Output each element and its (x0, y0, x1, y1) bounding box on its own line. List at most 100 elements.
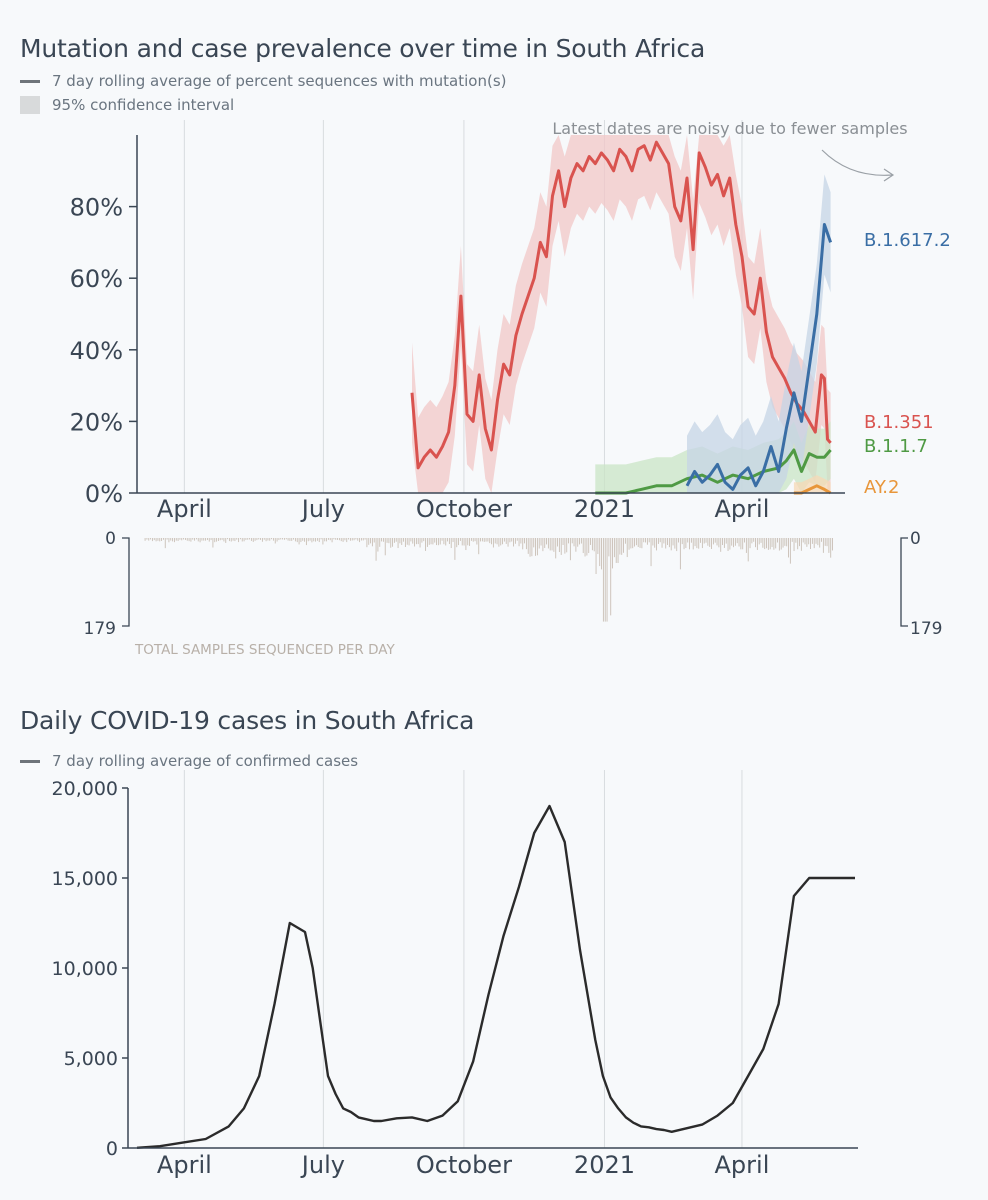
samples-bar (810, 538, 811, 550)
samples-bar (232, 538, 234, 541)
samples-bar (791, 538, 793, 542)
samples-bar (626, 538, 628, 558)
samples-bar (454, 538, 456, 560)
samples-bar (634, 538, 636, 547)
samples-bar (806, 538, 808, 547)
samples-bar (778, 538, 780, 551)
samples-bar (239, 538, 241, 540)
samples-bar (665, 538, 667, 549)
samples-bar (483, 538, 485, 542)
samples-bar (652, 538, 654, 546)
chart2-y-tick-label: 10,000 (52, 958, 118, 980)
samples-bar (580, 538, 582, 544)
samples-bar (346, 538, 348, 543)
samples-bar (822, 538, 824, 553)
samples-bar (564, 538, 566, 554)
samples-bar (756, 538, 758, 550)
samples-bar (181, 538, 183, 541)
samples-bar (773, 538, 775, 550)
chart1-y-tick-label: 0% (85, 480, 123, 508)
samples-bar (711, 538, 712, 549)
samples-bar (738, 538, 740, 547)
samples-bar (602, 538, 604, 622)
chart2-axes: April July October 2021 April 0 5,000 10,000 15,… (52, 778, 858, 1179)
samples-bar (212, 538, 214, 548)
samples-bar (813, 538, 815, 549)
samples-bar (599, 538, 601, 567)
samples-bar (236, 538, 238, 540)
samples-bar (518, 538, 520, 547)
samples-bar (489, 538, 491, 544)
samples-bar (793, 538, 795, 552)
samples-bar (326, 538, 328, 542)
samples-bar (194, 538, 196, 541)
samples-bar (414, 538, 416, 547)
samples-bar (481, 538, 483, 542)
samples-bar (705, 538, 707, 543)
chart1-confidence-bands (412, 135, 831, 493)
samples-bar (463, 538, 465, 546)
samples-bar (245, 538, 247, 540)
samples-bar (448, 538, 450, 545)
samples-bar (648, 538, 650, 543)
ci-band-b-1-617-2 (687, 174, 831, 493)
samples-bar (707, 538, 709, 546)
chart1-title: Mutation and case prevalence over time i… (20, 34, 706, 63)
series-label-b-1-351: B.1.351 (864, 412, 934, 433)
samples-bar (227, 538, 229, 540)
samples-bar (698, 538, 700, 549)
samples-bar (729, 538, 731, 550)
samples-bar (690, 538, 692, 543)
samples-bar (195, 538, 197, 540)
samples-bar (223, 538, 225, 542)
samples-bar (355, 538, 357, 540)
samples-bar (252, 538, 254, 542)
chart2-x-tick-label: April (157, 1151, 212, 1179)
chart1-x-tick-label: October (416, 495, 512, 523)
samples-bar (432, 538, 434, 545)
samples-bar (766, 538, 767, 549)
samples-bar (558, 538, 560, 553)
samples-bar (412, 538, 414, 544)
samples-bar (404, 538, 406, 548)
samples-bar (205, 538, 207, 541)
samples-bar (309, 538, 311, 541)
samples-bar (734, 538, 736, 546)
chart2-y-tick-label: 5,000 (64, 1048, 118, 1070)
samples-bar (736, 538, 738, 544)
annotation-arrow (821, 149, 893, 176)
samples-left-bracket (122, 537, 130, 627)
chart2-title: Daily COVID-19 cases in South Africa (20, 706, 475, 735)
chart1-legend-line: 7 day rolling average of percent sequenc… (20, 72, 507, 90)
samples-bar (514, 538, 516, 544)
samples-bar (753, 538, 755, 542)
samples-bar (430, 538, 432, 545)
mutation-prevalence-chart: April July October 2021 April0%20%40%60%80% … (70, 119, 951, 658)
samples-bar (206, 538, 208, 541)
samples-bar (208, 538, 210, 542)
samples-bar (313, 538, 315, 542)
samples-bar (593, 538, 595, 552)
samples-right-zero: 0 (910, 529, 921, 549)
samples-bar (406, 538, 408, 545)
samples-bar (470, 538, 472, 541)
samples-bar (755, 538, 756, 548)
samples-bar (415, 538, 417, 545)
samples-bar (445, 538, 447, 546)
samples-bar (672, 538, 674, 546)
series-label-b-1-1-7: B.1.1.7 (864, 436, 928, 457)
samples-bar (362, 538, 364, 541)
samples-bar (304, 538, 306, 542)
daily-cases-chart: April July October 2021 April 0 5,000 10,000 15,… (52, 770, 858, 1179)
samples-bar (190, 538, 192, 542)
samples-bar (788, 538, 789, 558)
chart1-legend-ci: 95% confidence interval (20, 96, 234, 114)
samples-bar (498, 538, 500, 547)
samples-bar (228, 538, 230, 542)
samples-bar (302, 538, 304, 541)
samples-bar (393, 538, 395, 543)
chart2-x-tick-label: 2021 (574, 1151, 635, 1179)
chart2-y-tick-label: 20,000 (52, 778, 118, 800)
samples-bar (557, 538, 559, 547)
samples-bar (261, 538, 263, 542)
